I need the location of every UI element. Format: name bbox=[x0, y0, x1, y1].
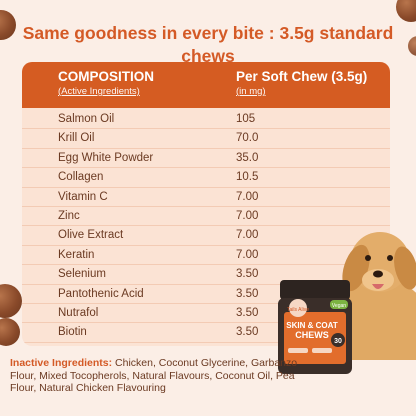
inactive-ingredients-label: Inactive Ingredients: bbox=[10, 357, 113, 369]
ingredient-value: 10.5 bbox=[236, 171, 259, 184]
ingredient-name: Salmon Oil bbox=[58, 113, 115, 125]
table-body: Salmon Oil 105 Krill Oil 70.0 Egg White Po… bbox=[22, 110, 390, 343]
ingredient-name: Keratin bbox=[58, 248, 95, 261]
ingredient-value: 105 bbox=[236, 113, 256, 125]
ingredient-name: Zinc bbox=[58, 209, 80, 222]
table-row: Krill Oil 70.0 bbox=[22, 129, 390, 149]
table-row: Egg White Powder 35.0 bbox=[22, 149, 390, 169]
ingredient-value: 7.00 bbox=[236, 190, 259, 203]
ingredient-name: Olive Extract bbox=[58, 229, 124, 242]
header-composition: COMPOSITION (Active Ingredients) bbox=[58, 69, 154, 97]
ingredient-value: 70.0 bbox=[236, 132, 259, 145]
table-row: Vitamin C 7.00 bbox=[22, 188, 390, 207]
jar-name-line2: CHEWS bbox=[295, 330, 329, 340]
ingredient-value: 35.0 bbox=[236, 151, 259, 164]
ingredient-value: 7.00 bbox=[236, 209, 259, 222]
ingredient-name: Pantothenic Acid bbox=[58, 287, 144, 300]
table-row: Zinc 7.00 bbox=[22, 207, 390, 227]
ingredient-name: Selenium bbox=[58, 268, 106, 281]
inactive-ingredients-text: Chicken, Coconut Glycerine, Garbanzo Flo… bbox=[10, 357, 298, 394]
table-row: Biotin 3.50 bbox=[22, 323, 390, 343]
header-per-chew-title: Per Soft Chew (3.5g) bbox=[236, 69, 368, 84]
ingredient-value: 3.50 bbox=[236, 287, 259, 300]
product-jar-image: Tails Alive Vegan SKIN & COAT CHEWS 30 bbox=[278, 280, 352, 374]
chew-decoration bbox=[0, 10, 16, 40]
ingredient-name: Collagen bbox=[58, 171, 104, 184]
jar-name-line1: SKIN & COAT bbox=[286, 321, 338, 330]
ingredient-value: 3.50 bbox=[236, 268, 259, 281]
ingredient-value: 7.00 bbox=[236, 229, 259, 242]
ingredient-name: Nutrafol bbox=[58, 306, 99, 319]
chew-decoration bbox=[408, 36, 416, 56]
ingredient-value: 3.50 bbox=[236, 326, 259, 339]
chew-decoration bbox=[0, 318, 20, 346]
header-per-chew-subtitle: (in mg) bbox=[236, 86, 266, 97]
header-per-chew: Per Soft Chew (3.5g) (in mg) bbox=[236, 69, 367, 97]
jar-brand: Tails Alive bbox=[287, 307, 309, 313]
ingredient-name: Krill Oil bbox=[58, 132, 95, 145]
table-row: Olive Extract 7.00 bbox=[22, 226, 390, 246]
ingredient-value: 7.00 bbox=[236, 248, 259, 261]
jar-badge: Vegan bbox=[332, 303, 346, 309]
chew-decoration bbox=[0, 284, 22, 318]
ingredient-value: 3.50 bbox=[236, 306, 259, 319]
ingredient-name: Egg White Powder bbox=[58, 151, 154, 164]
table-row: Pantothenic Acid 3.50 bbox=[22, 285, 390, 304]
jar-count: 30 bbox=[334, 338, 342, 345]
table-header: COMPOSITION (Active Ingredients) Per Sof… bbox=[22, 62, 390, 108]
table-row: Keratin 7.00 bbox=[22, 246, 390, 266]
ingredient-name: Biotin bbox=[58, 326, 87, 339]
ingredient-name: Vitamin C bbox=[58, 190, 108, 203]
chew-decoration bbox=[396, 0, 416, 22]
header-composition-subtitle: (Active Ingredients) bbox=[58, 86, 140, 97]
table-row: Selenium 3.50 bbox=[22, 265, 390, 285]
header-composition-title: COMPOSITION bbox=[58, 69, 155, 84]
table-row: Salmon Oil 105 bbox=[22, 110, 390, 130]
table-row: Collagen 10.5 bbox=[22, 168, 390, 188]
page-title: Same goodness in every bite : 3.5g stand… bbox=[22, 23, 394, 66]
table-row: Nutrafol 3.50 bbox=[22, 304, 390, 324]
inactive-ingredients: Inactive Ingredients: Chicken, Coconut G… bbox=[10, 357, 306, 395]
